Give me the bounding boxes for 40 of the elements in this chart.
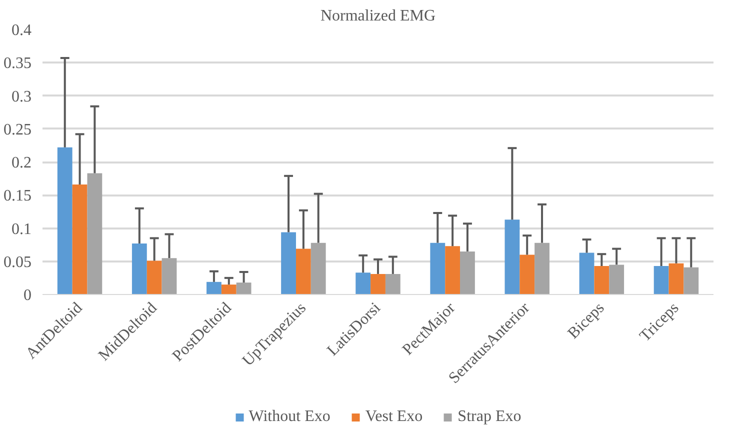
bar (146, 260, 162, 294)
legend-label: Strap Exo (458, 408, 522, 426)
bar (668, 263, 684, 294)
bar (72, 184, 88, 294)
y-tick-label: 0.05 (4, 254, 32, 271)
bar (162, 258, 177, 294)
y-tick-label: 0.2 (12, 154, 32, 172)
y-tick-label: 0.1 (12, 220, 32, 238)
chart-title: Normalized EMG (320, 8, 436, 24)
bar (370, 274, 386, 294)
bar (520, 254, 535, 294)
bar (430, 242, 446, 294)
bar (310, 242, 326, 294)
bar (281, 232, 296, 294)
bar (534, 242, 550, 294)
y-tick-label: 0.35 (4, 55, 32, 72)
y-tick-label: 0.15 (4, 188, 32, 205)
y-tick-label: 0.3 (12, 88, 32, 106)
legend-label: Without Exo (248, 408, 330, 426)
y-tick-label: 0.25 (4, 121, 32, 138)
bar (579, 252, 594, 294)
bar (445, 246, 460, 294)
bar (654, 266, 669, 294)
y-tick-label: 0.4 (12, 22, 32, 39)
bar (236, 282, 252, 294)
bar (296, 248, 311, 294)
bar (594, 266, 610, 294)
bar (684, 267, 699, 294)
legend-label: Vest Exo (365, 408, 423, 426)
bar (385, 274, 400, 294)
bar (57, 147, 72, 294)
bar (609, 264, 624, 294)
bar (221, 284, 236, 294)
bar (132, 243, 147, 294)
bar (460, 251, 475, 294)
y-tick-label: 0 (24, 287, 32, 304)
bar (206, 282, 222, 294)
bar (504, 220, 520, 294)
bar (356, 272, 371, 294)
bar (87, 173, 102, 294)
